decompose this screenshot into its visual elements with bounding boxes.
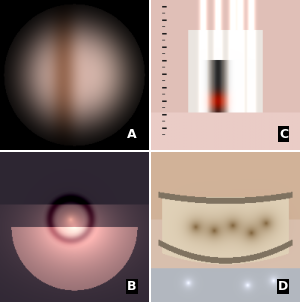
Text: B: B xyxy=(127,280,136,293)
Text: D: D xyxy=(278,280,288,293)
Text: C: C xyxy=(279,127,288,140)
Text: A: A xyxy=(127,127,136,140)
